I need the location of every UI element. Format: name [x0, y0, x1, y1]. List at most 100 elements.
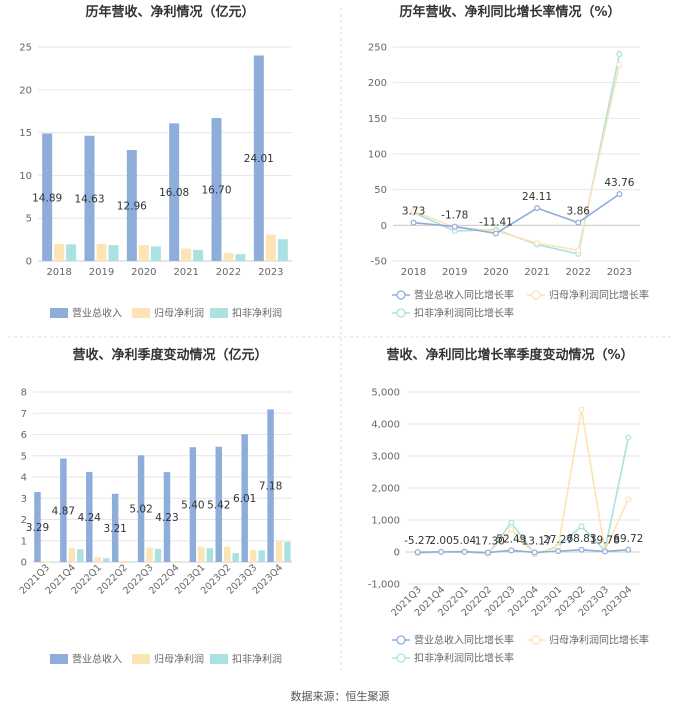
y-tick-label: 4,000: [371, 420, 400, 431]
series-point: [461, 548, 468, 555]
legend-label: 扣非净利润同比增长率: [414, 652, 514, 665]
series-point: [438, 548, 445, 555]
point-data-label: 52.49: [496, 533, 526, 545]
series-point: [484, 549, 491, 556]
y-tick-label: 5: [26, 214, 32, 225]
bar-revenue: [215, 446, 223, 562]
series-point: [616, 191, 623, 198]
bar-net-profit: [223, 252, 234, 261]
bar-deducted-profit: [235, 254, 246, 261]
y-tick-label: 200: [368, 78, 387, 89]
bar-deducted-profit: [258, 550, 265, 562]
series-point: [414, 549, 421, 556]
bar-deducted-profit: [284, 541, 291, 562]
series-point: [508, 547, 515, 554]
x-tick-label: 2018: [401, 267, 426, 278]
bar-deducted-profit: [193, 249, 204, 261]
x-tick-label: 2020: [483, 267, 508, 278]
series-point: [578, 406, 585, 413]
bar-net-profit: [68, 548, 76, 562]
x-tick-label: 2022: [566, 267, 591, 278]
point-data-label: -13.17: [518, 535, 552, 547]
point-data-label: 5.04: [453, 535, 477, 547]
point-data-label: 3.73: [402, 206, 425, 218]
point-data-label: 2.00: [429, 535, 452, 547]
bar-deducted-profit: [77, 549, 84, 562]
bar-revenue: [169, 123, 180, 262]
chart-title: 营收、净利季度变动情况（亿元）: [72, 347, 267, 363]
legend-swatch: [132, 654, 150, 664]
series-line-revenue: [417, 548, 629, 554]
bar-data-label: 5.02: [129, 504, 152, 516]
bar-data-label: 7.18: [259, 481, 282, 493]
x-tick-label: 2023: [607, 267, 632, 278]
series-point: [492, 230, 499, 237]
legend-swatch-marker: [396, 653, 406, 663]
legend-label: 归母净利润: [154, 653, 204, 666]
bar-net-profit: [138, 245, 149, 261]
bar-net-profit: [96, 243, 107, 261]
legend-swatch: [50, 308, 68, 318]
x-tick-label: 2020: [131, 267, 156, 278]
series-point: [625, 434, 632, 441]
bar-deducted-profit: [277, 239, 288, 261]
chart-title: 历年营收、净利同比增长率情况（%）: [399, 4, 620, 20]
x-tick-label: 2022: [216, 267, 241, 278]
bar-data-label: 14.63: [74, 193, 104, 205]
y-tick-label: 20: [19, 85, 32, 96]
series-point: [555, 548, 562, 555]
bar-net-profit: [198, 546, 205, 562]
bar-net-profit: [94, 557, 101, 562]
y-tick-label: 150: [368, 114, 387, 125]
legend-swatch: [210, 654, 228, 664]
series-point: [534, 240, 541, 247]
legend-label: 营业总收入同比增长率: [414, 634, 514, 647]
x-tick-label: 2021: [173, 267, 198, 278]
y-tick-label: 15: [19, 128, 32, 139]
bar-revenue: [267, 409, 274, 562]
y-tick-label: 5,000: [371, 388, 400, 399]
bar-deducted-profit: [66, 244, 77, 261]
bar-data-label: 4.24: [78, 512, 102, 524]
point-data-label: 3.86: [567, 206, 591, 218]
bar-data-label: 14.89: [32, 192, 62, 204]
chart-panel-1: 历年营收、净利情况（亿元） 0 5 10 15 20 25 2018 2019 2020 2021 2…: [19, 4, 292, 320]
bar-revenue: [84, 135, 95, 261]
bar-data-label: 3.21: [103, 523, 126, 535]
y-tick-label: 8: [21, 388, 27, 399]
legend-label: 营业总收入: [72, 307, 122, 320]
x-tick-label: 2019: [442, 267, 467, 278]
legend-swatch: [50, 654, 68, 664]
legend-label: 归母净利润: [154, 307, 204, 320]
bar-deducted-profit: [154, 548, 162, 562]
point-data-label: 27.27: [543, 534, 573, 546]
y-tick-label: 0: [381, 221, 387, 232]
series-point: [616, 61, 623, 68]
y-tick-label: 6: [21, 430, 27, 441]
bar-deducted-profit: [206, 548, 214, 562]
point-data-label: -17.30: [471, 536, 505, 548]
series-point: [578, 546, 585, 553]
legend-swatch: [210, 308, 228, 318]
bar-net-profit: [181, 248, 192, 261]
point-data-label: 24.11: [522, 191, 552, 203]
chart-title: 营收、净利同比增长率季度变动情况（%）: [386, 347, 633, 363]
point-data-label: 68.83: [566, 533, 596, 545]
chart-panel-4: 营收、净利同比增长率季度变动情况（%） -1,000 0 1,000 2,000 3,00…: [368, 347, 649, 665]
series-point: [616, 51, 623, 58]
y-tick-label: -50: [371, 257, 387, 268]
point-data-label: 69.72: [613, 533, 643, 545]
bar-data-label: 16.08: [159, 187, 189, 199]
series-point: [601, 548, 608, 555]
legend-label: 扣非净利润: [232, 307, 282, 320]
legend-label: 归母净利润同比增长率: [549, 634, 649, 647]
series-point: [625, 546, 632, 553]
point-data-label: 43.76: [604, 177, 634, 189]
legend-label: 扣非净利润: [232, 653, 282, 666]
series-point: [534, 205, 541, 212]
series-point: [508, 526, 515, 533]
bar-revenue: [253, 55, 264, 262]
y-tick-label: 4: [21, 473, 27, 484]
series-point: [575, 219, 582, 226]
bar-revenue: [163, 472, 171, 562]
